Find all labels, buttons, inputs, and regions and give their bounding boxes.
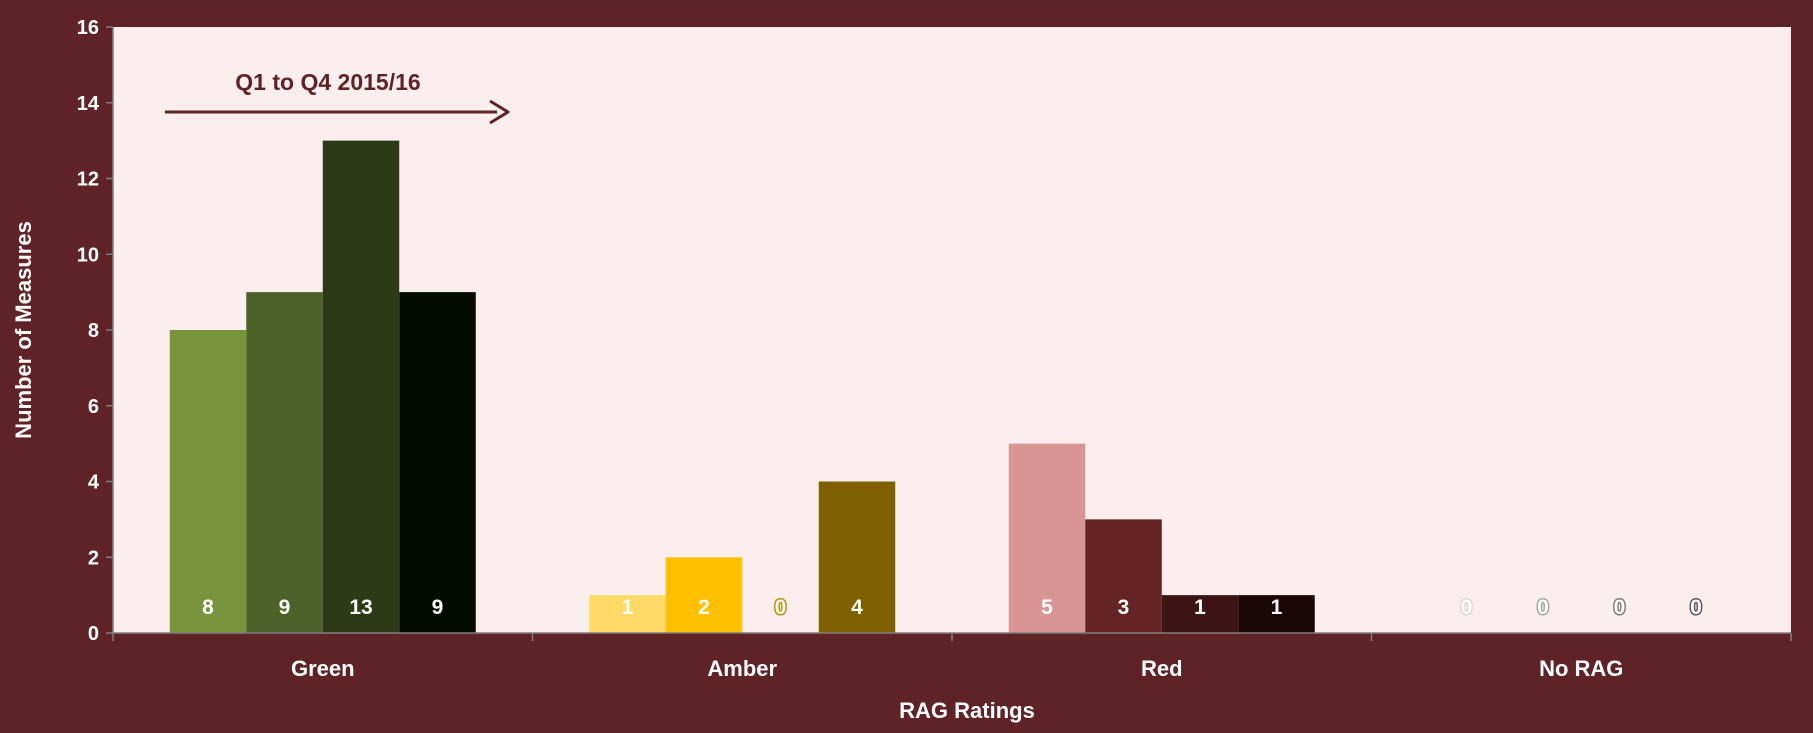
x-category-label: Amber (707, 656, 777, 681)
data-label: 9 (432, 596, 444, 619)
y-tick-label: 0 (88, 623, 99, 645)
data-label: 0 (1614, 596, 1626, 619)
y-tick-label: 2 (88, 547, 99, 569)
y-axis-ticks: 0 2 4 6 8 10 12 14 16 (77, 17, 113, 645)
data-label: 0 (775, 596, 787, 619)
y-axis-title: Number of Measures (11, 221, 36, 439)
bar (1008, 443, 1086, 633)
x-category-label: Green (291, 656, 355, 681)
data-labels: 8 9 13 9 1 2 0 4 5 3 1 1 0 0 0 0 (202, 595, 1703, 621)
data-label: 0 (1461, 596, 1473, 619)
bar (169, 330, 247, 633)
x-axis-title: RAG Ratings (899, 698, 1035, 723)
y-tick-label: 14 (77, 93, 100, 115)
data-label: 4 (851, 596, 863, 619)
bar (818, 481, 896, 633)
data-label: 13 (349, 596, 372, 619)
x-axis-categories: Green Amber Red No RAG (112, 633, 1792, 681)
data-label: 1 (622, 596, 634, 619)
bar (1238, 595, 1315, 633)
data-label: 1 (1271, 596, 1283, 619)
period-annotation: Q1 to Q4 2015/16 (165, 69, 510, 125)
data-label: 8 (202, 596, 214, 619)
annotation-arrow-head (489, 99, 510, 125)
bar (322, 140, 400, 633)
data-label: 0 (1537, 596, 1549, 619)
bar (665, 557, 743, 633)
data-label: 1 (1194, 596, 1206, 619)
y-tick-label: 12 (77, 169, 99, 191)
bar (1085, 519, 1162, 633)
bar (589, 595, 666, 633)
y-tick-label: 4 (88, 472, 100, 494)
data-label: 5 (1041, 596, 1053, 619)
x-category-label: No RAG (1539, 656, 1623, 681)
bar-series (169, 140, 1315, 633)
bar (399, 292, 476, 633)
bar (1161, 595, 1239, 633)
y-tick-label: 8 (88, 320, 99, 342)
bar (246, 292, 323, 633)
data-label: 2 (698, 596, 710, 619)
data-label: 3 (1118, 596, 1130, 619)
annotation-text: Q1 to Q4 2015/16 (235, 69, 420, 95)
x-category-label: Red (1141, 656, 1183, 681)
y-tick-label: 10 (77, 244, 99, 266)
y-tick-label: 16 (77, 17, 99, 39)
data-label: 0 (1690, 596, 1702, 619)
y-tick-label: 6 (88, 396, 99, 418)
data-label: 9 (279, 596, 291, 619)
